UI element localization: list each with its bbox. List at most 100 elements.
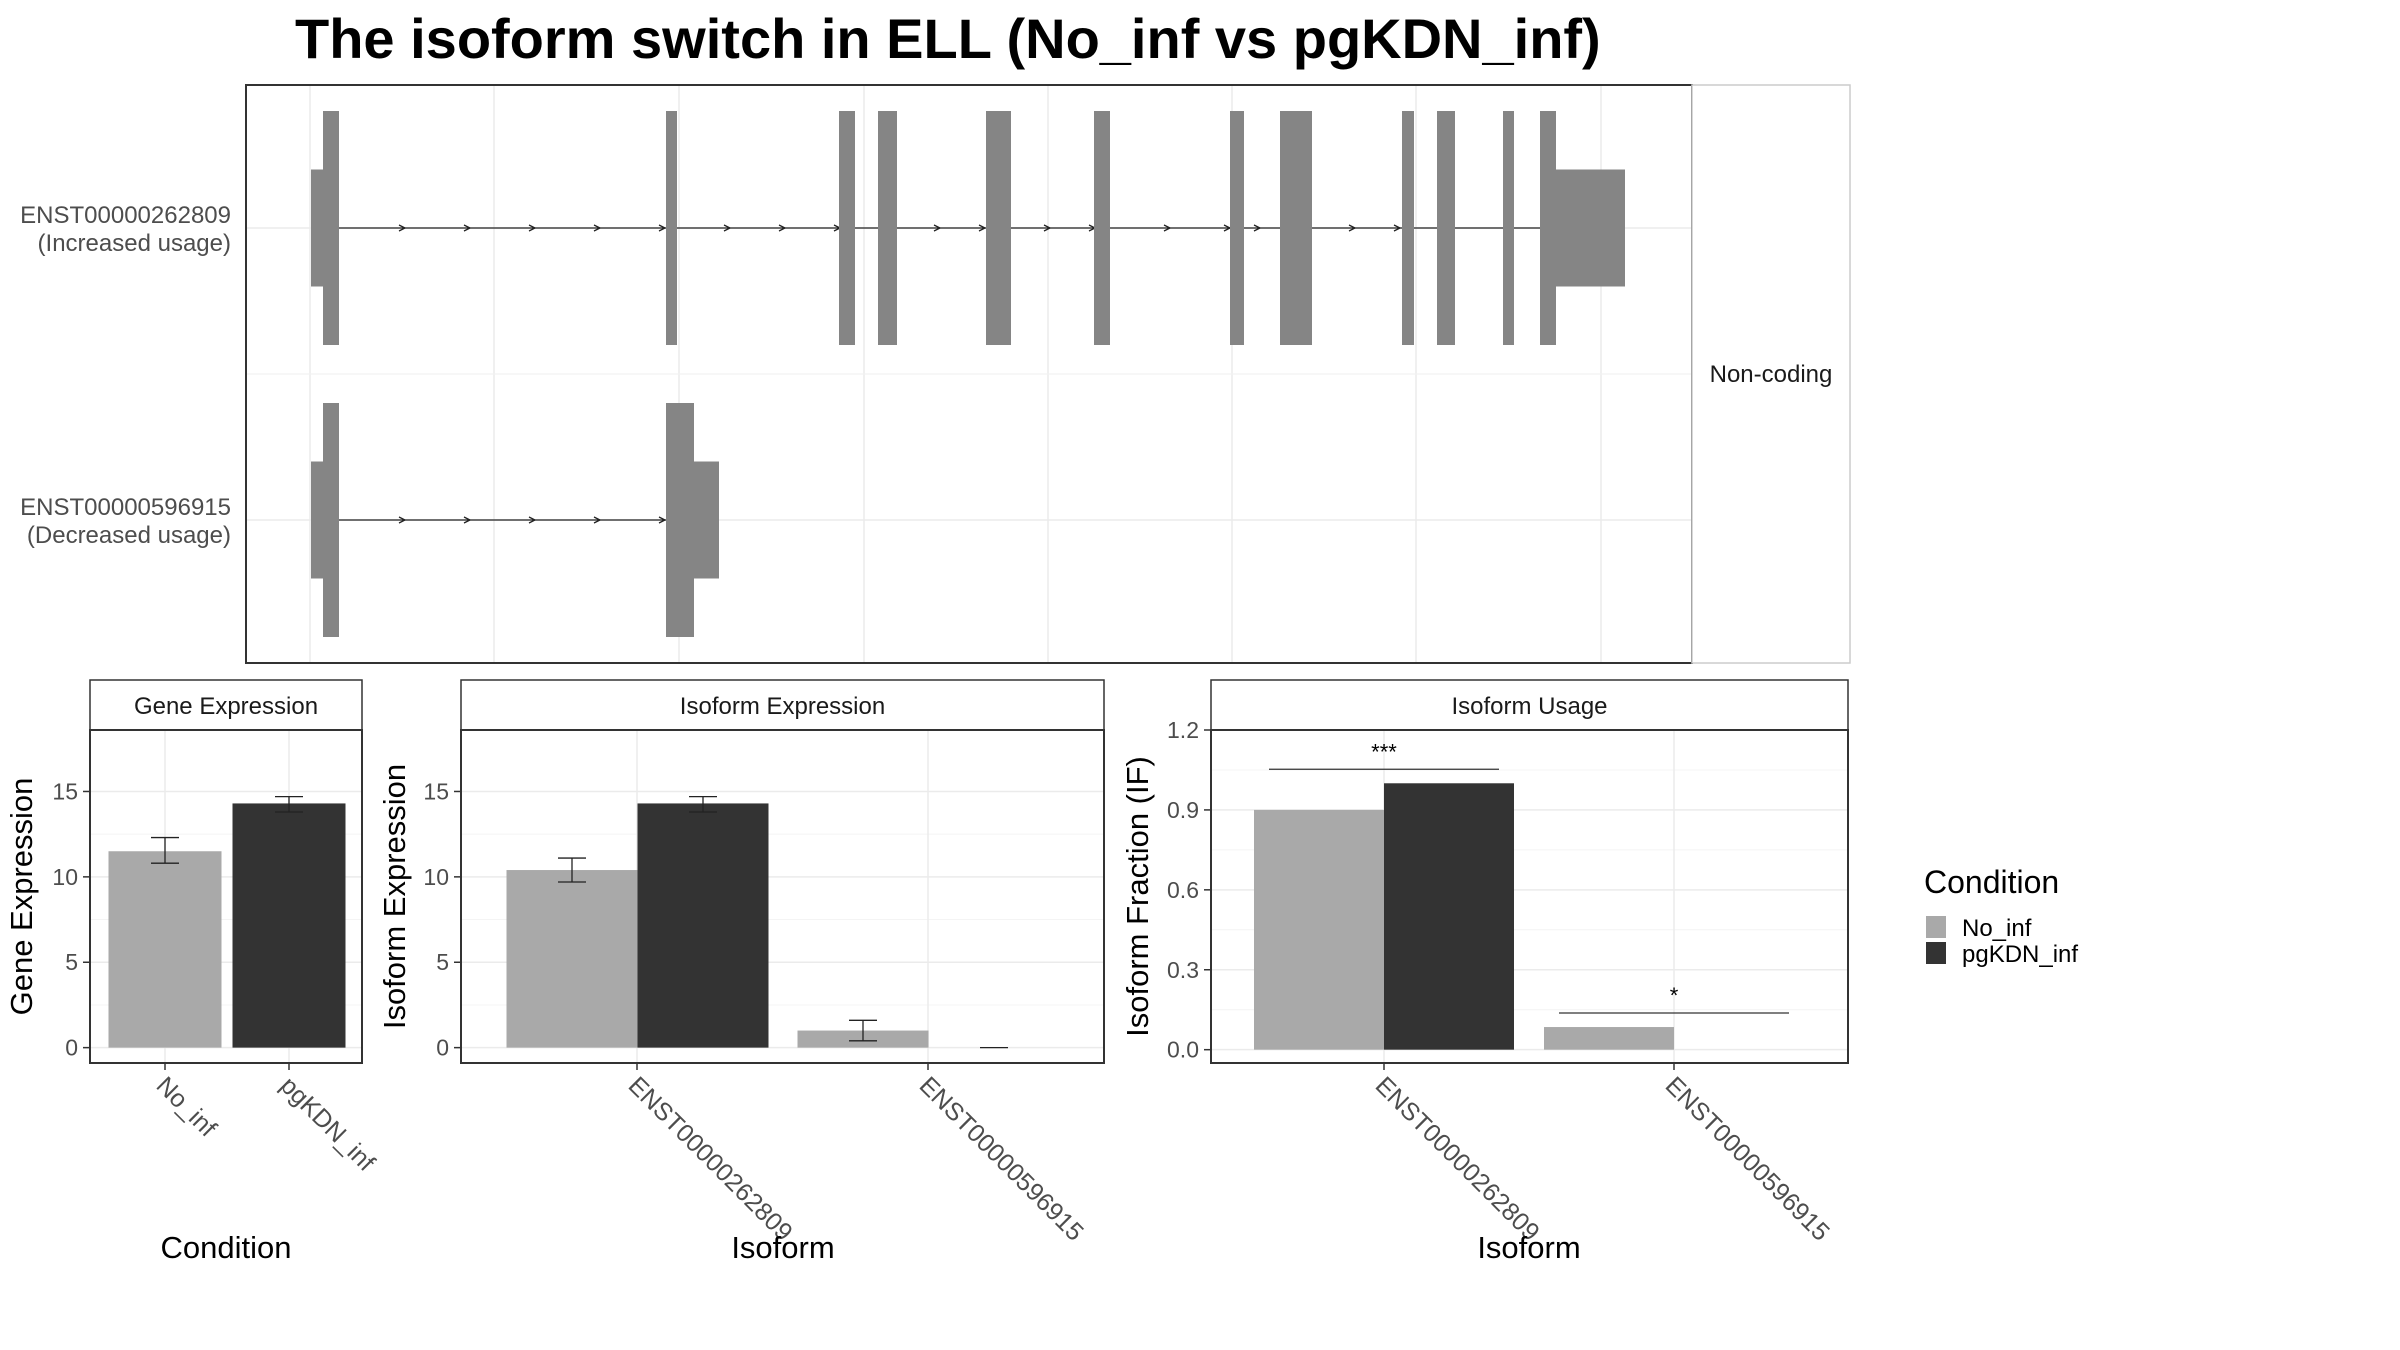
- y-axis-title: Isoform Fraction (IF): [1120, 756, 1155, 1037]
- y-tick-label: 10: [52, 864, 78, 890]
- y-tick-label: 10: [423, 864, 449, 890]
- transcript-track-1: [311, 111, 1625, 345]
- panel-strip-title: Isoform Expression: [680, 693, 885, 720]
- y-tick-label: 5: [436, 949, 449, 975]
- transcript-1-id: ENST00000262809: [20, 202, 231, 229]
- y-tick-label: 15: [423, 778, 449, 804]
- x-tick-label: ENST00000262809: [1370, 1071, 1545, 1246]
- error-bar: [151, 836, 179, 864]
- error-bar: [689, 795, 717, 813]
- exon-utr: [692, 461, 719, 579]
- y-tick-label: 0.6: [1167, 877, 1199, 903]
- y-tick-label: 5: [65, 949, 78, 975]
- exon-cds: [1280, 111, 1312, 345]
- condition-legend: Condition No_inf pgKDN_inf: [1924, 864, 2078, 968]
- exon-utr: [1555, 169, 1625, 287]
- bar-pgkdn_inf-0: [1384, 783, 1514, 1050]
- strand-arrow: [658, 224, 667, 232]
- exon-cds: [666, 111, 677, 345]
- strand-arrow: [658, 516, 667, 524]
- strand-arrow: [528, 516, 537, 524]
- panel-frame: [89, 729, 363, 1064]
- strand-arrow: [723, 224, 732, 232]
- exon-utr: [311, 169, 325, 287]
- transcript-labels: ENST00000262809 (Increased usage) ENST00…: [20, 202, 231, 549]
- y-axis-title: Isoform Expression: [377, 764, 412, 1029]
- exon-cds: [839, 111, 855, 345]
- structure-side-strip: [1691, 84, 1851, 664]
- strand-arrow: [978, 224, 987, 232]
- bar-no_inf-0: [506, 870, 638, 1048]
- strand-arrow: [593, 224, 602, 232]
- panel-strip: [1210, 679, 1849, 731]
- strand-arrow: [463, 516, 472, 524]
- significance-label: *: [1670, 983, 1679, 1008]
- x-tick-label: ENST00000596915: [914, 1071, 1089, 1246]
- y-tick-label: 0.9: [1167, 797, 1199, 823]
- bar-no_inf-1: [1544, 1027, 1674, 1050]
- strand-arrow: [398, 516, 407, 524]
- x-axis-title: Isoform: [731, 1230, 834, 1265]
- strand-arrow: [1043, 224, 1052, 232]
- x-tick-label: ENST00000596915: [1660, 1071, 1835, 1246]
- legend-title: Condition: [1924, 864, 2059, 900]
- strand-arrow: [593, 516, 602, 524]
- panel-strip-title: Gene Expression: [134, 693, 318, 720]
- error-bar: [558, 857, 586, 883]
- panel-strip: [89, 679, 363, 731]
- legend-swatch-no-inf: [1926, 916, 1946, 938]
- strand-arrow: [1163, 224, 1172, 232]
- error-bar: [849, 1019, 877, 1042]
- y-axis-title: Gene Expression: [4, 778, 39, 1016]
- panel-gene-expression: Gene Expression 0 5 10 15 No_inf pgKDN_inf Cond…: [4, 679, 380, 1265]
- transcript-structure-panel: Non-coding ENST00000262809 (Increased us…: [20, 84, 1851, 664]
- panel-isoform-expression: Isoform Expression 0 5 10 15 ENST00000262809 E…: [377, 679, 1105, 1265]
- exon-cds: [986, 111, 1011, 345]
- panel-strip-title: Isoform Usage: [1451, 693, 1607, 720]
- x-tick-label: pgKDN_inf: [275, 1071, 380, 1176]
- strand-arrow: [778, 224, 787, 232]
- y-tick-label: 1.2: [1167, 717, 1199, 743]
- panel-frame: [1210, 729, 1849, 1064]
- exon-cds: [1540, 111, 1556, 345]
- significance-label: ***: [1371, 739, 1397, 764]
- legend-label-pgkdn-inf: pgKDN_inf: [1962, 941, 2078, 968]
- strand-arrow: [933, 224, 942, 232]
- exon-cds: [1094, 111, 1110, 345]
- exon-cds: [1230, 111, 1244, 345]
- y-tick-label: 0.0: [1167, 1037, 1199, 1063]
- strand-arrow: [1348, 224, 1357, 232]
- bar-pgkdn_inf-1: [232, 803, 346, 1048]
- exon-cds: [666, 403, 694, 637]
- exon-cds: [1402, 111, 1414, 345]
- y-tick-label: 0: [436, 1035, 449, 1061]
- figure-title: The isoform switch in ELL (No_inf vs pgK…: [295, 7, 1601, 70]
- error-bar: [275, 795, 303, 813]
- bar-chart-panels: Gene Expression 0 5 10 15 No_inf pgKDN_inf Cond…: [4, 679, 1849, 1265]
- y-tick-label: 15: [52, 778, 78, 804]
- panel-strip: [460, 679, 1105, 731]
- x-axis-title: Condition: [161, 1230, 292, 1265]
- non-coding-label: Non-coding: [1710, 361, 1833, 388]
- legend-swatch-pgkdn-inf: [1926, 942, 1946, 964]
- bar-no_inf-0: [1254, 809, 1384, 1050]
- legend-label-no-inf: No_inf: [1962, 915, 2032, 942]
- strand-arrow: [398, 224, 407, 232]
- exon-cds: [323, 403, 339, 637]
- y-tick-label: 0: [65, 1035, 78, 1061]
- bar-pgkdn_inf-0: [637, 803, 769, 1048]
- transcript-track-2: [311, 403, 719, 637]
- strand-arrow: [463, 224, 472, 232]
- transcript-1-usage: (Increased usage): [38, 230, 231, 257]
- x-tick-label: ENST00000262809: [623, 1071, 798, 1246]
- transcript-2-id: ENST00000596915: [20, 494, 231, 521]
- transcript-2-usage: (Decreased usage): [27, 522, 231, 549]
- x-axis-title: Isoform: [1477, 1230, 1580, 1265]
- x-tick-label: No_inf: [151, 1071, 222, 1142]
- strand-arrow: [528, 224, 537, 232]
- exon-cds: [323, 111, 339, 345]
- panel-frame: [460, 729, 1105, 1064]
- exon-utr: [311, 461, 325, 579]
- y-tick-label: 0.3: [1167, 957, 1199, 983]
